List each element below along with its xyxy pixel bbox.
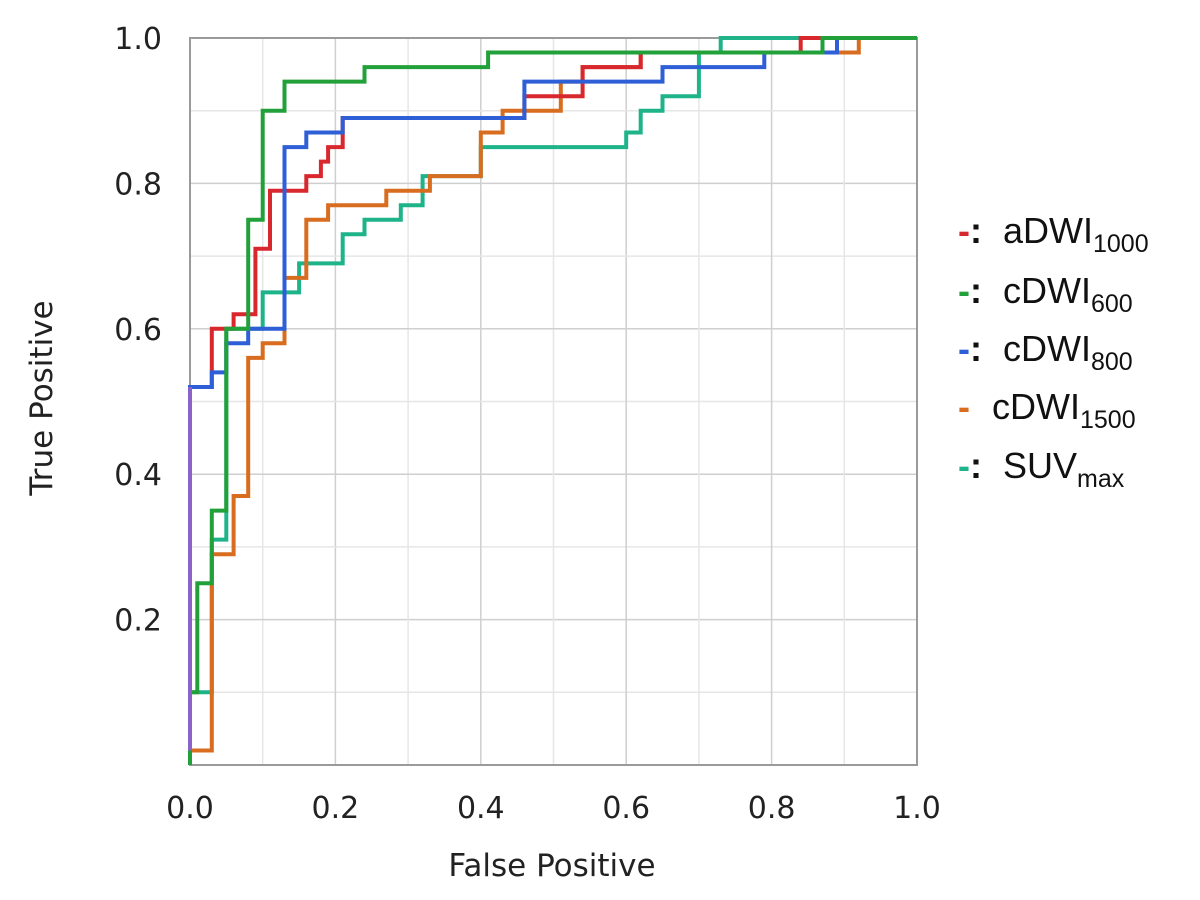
legend-marker: - — [958, 386, 970, 427]
x-tick-label: 0.0 — [166, 791, 214, 826]
x-tick-label: 0.2 — [312, 791, 360, 826]
roc-line-cdwi-800 — [188, 36, 917, 765]
tick-labels: 0.0 0.2 0.4 0.6 0.8 1.0 0.2 0.4 0.6 0.8 1.0 — [114, 22, 941, 826]
legend-item: -: cDWI600 — [958, 270, 1133, 318]
y-tick-label: 0.4 — [114, 458, 162, 493]
legend-label: SUVmax — [1003, 445, 1125, 493]
legend-item: - cDWI1500 — [958, 386, 1136, 434]
legend-marker: -: — [958, 328, 982, 369]
legend-item: -: aDWI1000 — [958, 210, 1149, 258]
y-axis-label: True Positive — [24, 300, 60, 496]
legend-label: cDWI600 — [1003, 270, 1133, 318]
legend-marker: -: — [958, 270, 982, 311]
x-tick-label: 0.8 — [748, 791, 796, 826]
series-lines — [188, 36, 917, 765]
y-tick-label: 0.2 — [114, 604, 162, 639]
x-tick-label: 0.4 — [457, 791, 505, 826]
x-tick-label: 1.0 — [893, 791, 941, 826]
legend: -: aDWI1000-: cDWI600-: cDWI800- cDWI1500-: S… — [958, 210, 1149, 493]
legend-marker: -: — [958, 210, 982, 251]
legend-label: aDWI1000 — [1003, 210, 1149, 258]
legend-item: -: cDWI800 — [958, 328, 1133, 376]
y-tick-label: 0.6 — [114, 313, 162, 348]
roc-line-cdwi-600 — [188, 36, 917, 765]
roc-line-adwi-1000 — [188, 36, 917, 765]
legend-item: -: SUVmax — [958, 445, 1125, 493]
x-axis-label: False Positive — [448, 848, 655, 884]
legend-marker: -: — [958, 445, 982, 486]
legend-label: cDWI1500 — [992, 386, 1136, 434]
x-tick-label: 0.6 — [602, 791, 650, 826]
legend-label: cDWI800 — [1003, 328, 1133, 376]
y-tick-label: 1.0 — [114, 22, 162, 57]
y-tick-label: 0.8 — [114, 167, 162, 202]
